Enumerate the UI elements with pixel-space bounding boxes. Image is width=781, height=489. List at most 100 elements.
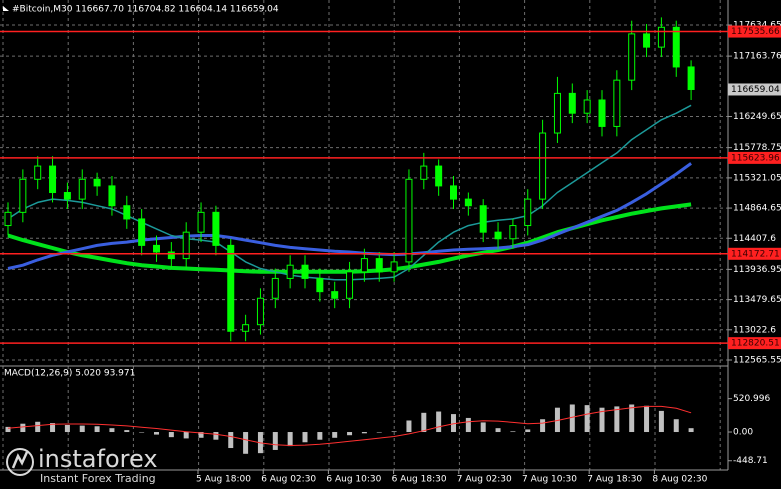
x-tick-label: 6 Aug 18:30 <box>392 475 447 485</box>
macd-bar <box>406 420 412 433</box>
candle-body <box>301 264 309 279</box>
candle-body <box>123 205 131 220</box>
current-price-bg <box>728 83 781 96</box>
level-label: 117535.66 <box>731 27 780 37</box>
x-tick-label: 7 Aug 10:30 <box>522 475 577 485</box>
y-tick-label: -448.71 <box>733 456 768 466</box>
macd-bar <box>213 432 219 440</box>
macd-bar <box>198 432 204 438</box>
candle-body <box>479 205 487 233</box>
y-tick-label: 520.996 <box>733 394 770 404</box>
level-label-bg <box>728 247 781 260</box>
macd-bar <box>436 411 442 433</box>
candle-body <box>405 178 413 263</box>
macd-bar <box>302 432 308 443</box>
moving-average-line <box>7 162 692 270</box>
candle-body <box>672 26 680 68</box>
y-tick-label: 113936.95 <box>733 265 781 275</box>
macd-bar <box>451 414 456 433</box>
x-tick-label: 6 Aug 10:30 <box>326 475 381 485</box>
macd-bar <box>421 412 427 433</box>
macd-bar <box>243 432 249 454</box>
candle-body <box>494 231 502 240</box>
candle-body <box>509 225 517 240</box>
macd-bar <box>183 432 189 439</box>
macd-bar <box>347 432 353 436</box>
macd-bar <box>673 419 679 433</box>
macd-bar <box>629 404 635 433</box>
x-tick-label: 6 Aug 02:30 <box>261 475 316 485</box>
y-tick-label: 113479.65 <box>733 295 781 305</box>
macd-bar <box>658 410 664 433</box>
candle-body <box>375 258 383 273</box>
candle-body <box>316 277 324 293</box>
candle-body <box>553 92 561 134</box>
macd-bar <box>495 428 501 433</box>
candle-body <box>108 185 116 207</box>
candle-body <box>153 244 160 253</box>
macd-bar <box>228 432 234 449</box>
y-tick-label: 117634.65 <box>733 21 781 31</box>
macd-bar <box>332 432 338 438</box>
candle-body <box>78 178 86 200</box>
candle-body <box>598 99 606 127</box>
plot-layer: 117634.65 117163.76 116249.65 115778.75 1153… <box>0 17 781 485</box>
macd-bar <box>154 432 159 435</box>
x-tick-label: 5 Aug 18:00 <box>196 475 251 485</box>
macd-bar <box>480 422 486 433</box>
macd-bar <box>287 432 293 447</box>
y-tick-label: 114864.65 <box>733 204 781 214</box>
candle-body <box>63 192 71 200</box>
macd-bar <box>94 426 100 433</box>
candle-body <box>286 264 294 279</box>
candle-body <box>256 297 264 326</box>
candle-body <box>93 178 101 187</box>
level-label: 114172.71 <box>731 249 780 259</box>
macd-bar <box>540 419 546 433</box>
candle-body <box>197 211 205 233</box>
candle-body <box>227 244 235 332</box>
candle-body <box>613 79 621 127</box>
watermark-tagline: Instant Forex Trading <box>40 472 156 485</box>
watermark: instaforex Instant Forex Trading <box>6 445 158 485</box>
candle-body <box>271 277 279 299</box>
y-tick-label: 0.00 <box>733 428 753 438</box>
macd-bar <box>168 432 174 438</box>
y-tick-label: 117163.76 <box>733 52 781 62</box>
macd-bar <box>599 407 605 433</box>
macd-bar <box>35 421 41 433</box>
level-label-bg <box>728 25 781 38</box>
candle-body <box>643 33 651 48</box>
macd-bar <box>644 405 650 433</box>
y-tick-label: 115778.75 <box>733 143 781 153</box>
macd-bar <box>688 428 694 433</box>
level-label: 115623.96 <box>731 153 780 163</box>
macd-bar <box>79 425 85 433</box>
candle-body <box>212 211 220 246</box>
macd-bar <box>64 424 70 433</box>
signal-line <box>7 405 692 447</box>
watermark-icon-mark <box>11 451 29 469</box>
current-price-label: 116659.04 <box>731 85 780 95</box>
candle-body <box>539 132 547 200</box>
chart-title: #Bitcoin,M30 116667.70 116704.82 116604.… <box>12 5 279 15</box>
x-tick-label: 7 Aug 02:30 <box>457 475 512 485</box>
grid-layer <box>0 0 728 470</box>
macd-bar <box>614 406 620 433</box>
level-label: 112820.51 <box>731 339 780 349</box>
macd-bar <box>20 423 26 433</box>
watermark-icon <box>6 448 34 476</box>
candle-body <box>628 33 636 81</box>
candle-body <box>167 251 175 260</box>
macd-bar <box>50 423 56 433</box>
level-label-bg <box>728 151 781 164</box>
candle-body <box>464 198 472 207</box>
candle-body <box>19 178 27 213</box>
y-tick-label: 115321.05 <box>733 173 781 183</box>
candle-body <box>346 271 354 299</box>
candle-body <box>49 165 57 194</box>
level-label-bg <box>728 337 781 350</box>
macd-bar <box>5 426 11 433</box>
macd-bar <box>124 430 130 433</box>
x-tick-label: 8 Aug 02:30 <box>652 475 707 485</box>
